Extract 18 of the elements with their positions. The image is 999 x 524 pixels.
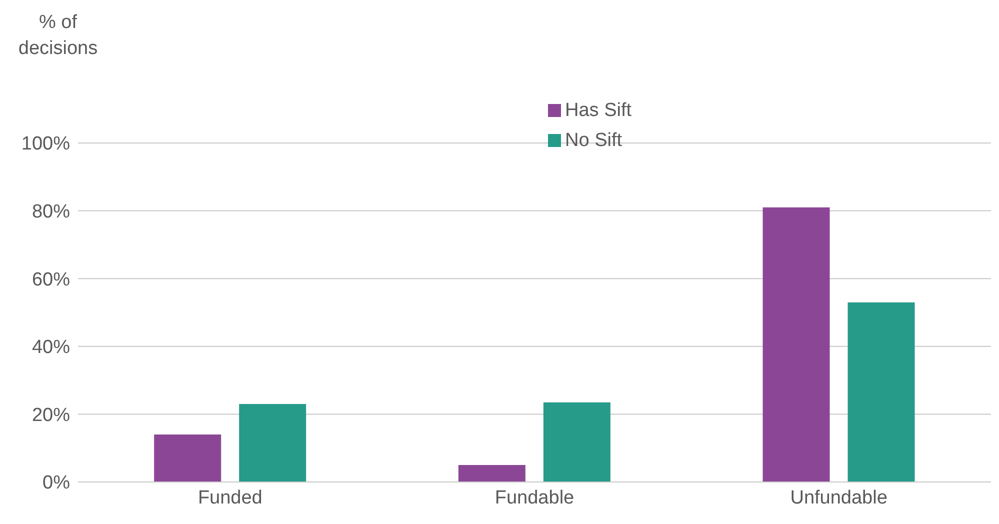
bar [543, 402, 610, 482]
y-tick-label: 20% [32, 404, 70, 426]
x-tick-label: Funded [198, 487, 262, 508]
bar [848, 302, 915, 482]
y-axis-title: % of decisions [17, 11, 99, 61]
bar [458, 465, 526, 482]
bar [762, 207, 830, 482]
bar [239, 404, 306, 482]
legend-label: Has Sift [565, 100, 632, 121]
y-tick-label: 0% [42, 472, 70, 494]
y-tick-label: 60% [32, 269, 70, 290]
bar [154, 434, 222, 482]
x-tick-label: Unfundable [790, 487, 888, 508]
y-tick-label: 100% [21, 134, 70, 155]
x-tick-label: Fundable [494, 487, 574, 508]
y-tick-label: 80% [32, 202, 70, 223]
legend-label: No Sift [565, 130, 622, 151]
y-tick-label: 40% [32, 337, 70, 358]
